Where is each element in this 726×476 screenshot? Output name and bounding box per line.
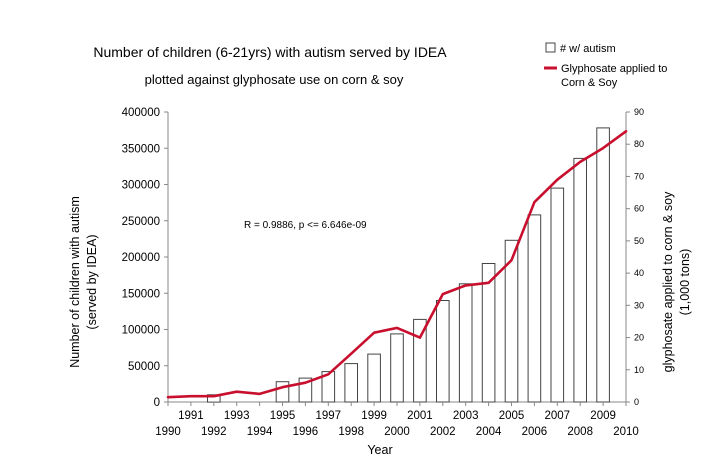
x-tick-2009: 2009 (590, 410, 616, 422)
x-tick-2000: 2000 (384, 426, 410, 438)
legend-line-label-2: Corn & Soy (561, 77, 618, 89)
left-y-tick-350000: 350000 (122, 143, 160, 155)
glyphosate-line (166, 130, 628, 399)
bar-2003 (458, 283, 473, 403)
left-y-tick-0: 0 (154, 397, 160, 409)
x-tick-1993: 1993 (224, 410, 250, 422)
x-tick-1999: 1999 (361, 410, 387, 422)
bar-2000 (390, 333, 404, 403)
x-tick-2005: 2005 (499, 410, 525, 422)
left-y-tick-250000: 250000 (122, 216, 160, 228)
bar-1998 (344, 363, 358, 403)
left-axis-label-2: (served by IDEA) (85, 234, 99, 329)
right-y-ticks: 0 10 20 30 40 50 60 70 80 90 (626, 107, 644, 407)
right-y-tick-30: 30 (634, 300, 644, 310)
bar-2009 (596, 127, 610, 403)
x-tick-1998: 1998 (338, 426, 364, 438)
right-y-tick-0: 0 (634, 397, 639, 407)
right-y-tick-70: 70 (634, 171, 644, 181)
x-tick-1990: 1990 (155, 426, 181, 438)
left-axis-label-1: Number of children with autism (68, 196, 82, 368)
x-tick-1997: 1997 (316, 410, 342, 422)
x-tick-1996: 1996 (293, 426, 319, 438)
bar-series (207, 127, 610, 403)
right-y-tick-90: 90 (634, 107, 644, 117)
right-y-tick-20: 20 (634, 333, 644, 343)
left-y-tick-300000: 300000 (122, 180, 160, 192)
correlation-annotation: R = 0.9886, p <= 6.646e-09 (244, 220, 367, 231)
x-tick-2001: 2001 (407, 410, 433, 422)
x-tick-2007: 2007 (545, 410, 571, 422)
right-y-tick-60: 60 (634, 204, 644, 214)
plot-area: R = 0.9886, p <= 6.646e-09 (166, 112, 628, 403)
bar-2007 (550, 187, 565, 403)
left-y-tick-400000: 400000 (122, 107, 160, 119)
x-tick-1992: 1992 (201, 426, 227, 438)
bar-1995 (275, 381, 290, 403)
x-tick-2002: 2002 (430, 426, 456, 438)
legend-bar-label: # w/ autism (560, 43, 616, 55)
x-tick-2006: 2006 (522, 426, 548, 438)
bar-1999 (367, 353, 381, 403)
right-y-tick-50: 50 (634, 236, 644, 246)
left-y-tick-100000: 100000 (122, 325, 160, 337)
left-y-ticks: 0 50000 100000 150000 200000 250000 300000 3500… (122, 107, 168, 409)
legend-line-label-1: Glyphosate applied to (561, 63, 667, 75)
x-tick-1994: 1994 (247, 426, 273, 438)
bar-2002 (436, 300, 450, 403)
x-tick-2010: 2010 (613, 426, 639, 438)
legend-bar-swatch (545, 42, 556, 53)
bar-2006 (527, 214, 542, 403)
right-axis-label-1: glyphosate applied to corn & soy (661, 191, 675, 372)
left-y-tick-50000: 50000 (128, 361, 160, 373)
bar-2008 (573, 157, 588, 403)
right-y-tick-40: 40 (634, 268, 644, 278)
x-tick-1991: 1991 (178, 410, 204, 422)
x-axis-label: Year (367, 443, 392, 457)
x-tick-2004: 2004 (476, 426, 502, 438)
legend: # w/ autism Glyphosate applied to Corn &… (544, 42, 667, 89)
x-tick-2003: 2003 (453, 410, 479, 422)
right-y-tick-10: 10 (634, 365, 644, 375)
left-y-tick-150000: 150000 (122, 288, 160, 300)
x-tick-2008: 2008 (567, 426, 593, 438)
chart-subtitle: plotted against glyphosate use on corn &… (145, 72, 404, 87)
right-axis-label-2: (1,000 tons) (678, 249, 692, 316)
left-y-tick-200000: 200000 (122, 252, 160, 264)
x-tick-1995: 1995 (270, 410, 296, 422)
chart-title: Number of children (6-21yrs) with autism… (93, 44, 447, 60)
x-ticks: 1991 1993 1995 1997 1999 2001 2003 2005 2007 2009… (155, 402, 639, 438)
right-y-tick-80: 80 (634, 139, 644, 149)
